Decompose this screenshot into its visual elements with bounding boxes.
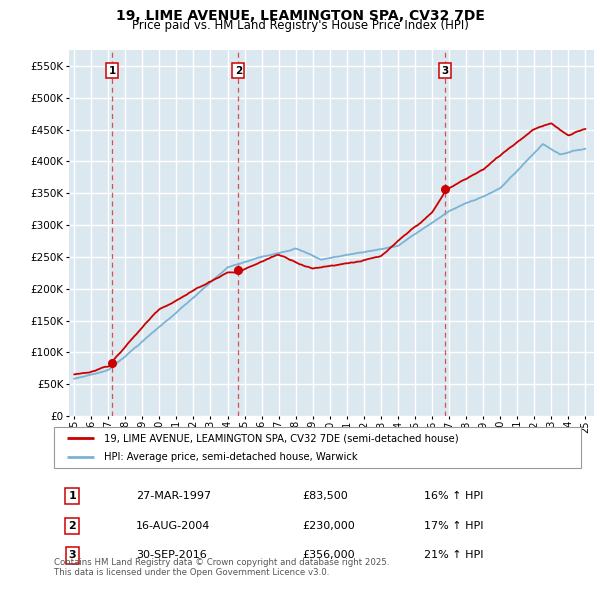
Text: 16% ↑ HPI: 16% ↑ HPI <box>424 491 483 501</box>
Text: 1: 1 <box>68 491 76 501</box>
Text: Contains HM Land Registry data © Crown copyright and database right 2025.
This d: Contains HM Land Registry data © Crown c… <box>54 558 389 577</box>
Text: Price paid vs. HM Land Registry's House Price Index (HPI): Price paid vs. HM Land Registry's House … <box>131 19 469 32</box>
Text: £230,000: £230,000 <box>302 521 355 530</box>
Text: 19, LIME AVENUE, LEAMINGTON SPA, CV32 7DE: 19, LIME AVENUE, LEAMINGTON SPA, CV32 7D… <box>116 9 484 23</box>
FancyBboxPatch shape <box>54 427 581 468</box>
Text: 2: 2 <box>235 65 242 76</box>
Text: £83,500: £83,500 <box>302 491 348 501</box>
Text: 1: 1 <box>109 65 116 76</box>
Text: 2: 2 <box>68 521 76 530</box>
Text: 19, LIME AVENUE, LEAMINGTON SPA, CV32 7DE (semi-detached house): 19, LIME AVENUE, LEAMINGTON SPA, CV32 7D… <box>104 434 459 444</box>
Text: 17% ↑ HPI: 17% ↑ HPI <box>424 521 483 530</box>
Text: £356,000: £356,000 <box>302 550 355 560</box>
Text: 3: 3 <box>68 550 76 560</box>
Text: 30-SEP-2016: 30-SEP-2016 <box>136 550 206 560</box>
Text: 3: 3 <box>441 65 448 76</box>
Text: 27-MAR-1997: 27-MAR-1997 <box>136 491 211 501</box>
Text: 16-AUG-2004: 16-AUG-2004 <box>136 521 210 530</box>
Text: HPI: Average price, semi-detached house, Warwick: HPI: Average price, semi-detached house,… <box>104 452 358 462</box>
Text: 21% ↑ HPI: 21% ↑ HPI <box>424 550 483 560</box>
